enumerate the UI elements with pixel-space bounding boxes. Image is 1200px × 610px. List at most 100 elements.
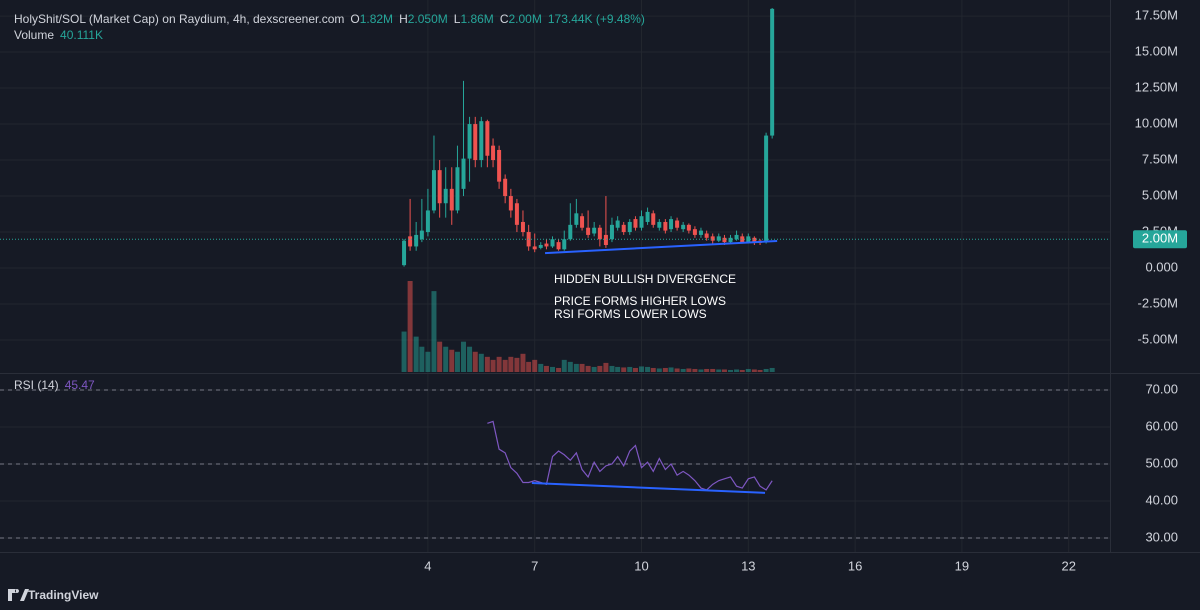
candle-body <box>734 234 739 240</box>
volume-bar <box>413 336 419 372</box>
y-tick-label: 50.00 <box>1145 455 1178 470</box>
volume-bar <box>757 369 763 372</box>
volume-bar <box>692 368 698 372</box>
y-tick-label: 0.000 <box>1145 259 1178 274</box>
ohlc-value: 2.050M <box>408 12 448 26</box>
volume-bar <box>472 351 478 372</box>
candle-body <box>627 221 632 233</box>
candle-body <box>692 229 697 235</box>
volume-bar <box>686 368 692 372</box>
candle-body <box>550 239 555 247</box>
brand-name: TradingView <box>28 588 99 602</box>
candle-body <box>752 237 757 243</box>
candle-body <box>621 224 626 233</box>
volume-bar <box>656 368 662 372</box>
candle-body <box>574 213 579 225</box>
y-tick-label: 10.00M <box>1135 115 1178 130</box>
trendline <box>544 239 778 255</box>
volume-bar <box>597 365 603 372</box>
volume-bar <box>745 368 751 372</box>
volume-bar <box>567 361 573 372</box>
volume-header: Volume 40.111K <box>14 28 103 42</box>
candle-body <box>562 239 567 250</box>
x-tick-label: 7 <box>531 558 538 573</box>
volume-bar <box>437 341 443 372</box>
candle-body <box>669 219 674 230</box>
brand-logo <box>8 589 29 601</box>
y-tick-label: 5.00M <box>1142 187 1178 202</box>
annotation: PRICE FORMS HIGHER LOWS <box>554 294 726 308</box>
candle-body <box>580 216 585 228</box>
candle-body <box>402 240 407 266</box>
rsi-value: 45.47 <box>65 378 95 392</box>
volume-bar <box>662 367 668 372</box>
volume-bar <box>627 366 633 372</box>
candle-body <box>657 221 662 228</box>
volume-bar <box>585 365 591 372</box>
volume-bar <box>734 369 740 372</box>
volume-bar <box>550 366 556 372</box>
chart-title: HolyShit/SOL (Market Cap) on Raydium, 4h… <box>14 12 344 26</box>
volume-bar <box>514 357 520 372</box>
volume-bar <box>532 359 538 372</box>
y-tick-label: 30.00 <box>1145 529 1178 544</box>
candle-body <box>431 170 436 211</box>
last-price-label: 2.00M <box>1142 231 1178 246</box>
y-tick-label: 12.50M <box>1135 79 1178 94</box>
rsi-line <box>487 420 773 491</box>
candle-body <box>651 213 656 225</box>
candle-body <box>764 135 769 242</box>
x-tick-label: 22 <box>1061 558 1075 573</box>
volume-bar <box>621 367 627 372</box>
rsi-header: RSI (14) 45.47 <box>14 378 95 392</box>
y-tick-label: -2.50M <box>1138 295 1178 310</box>
trendline <box>531 482 766 494</box>
candle-body <box>497 149 502 182</box>
x-tick-label: 16 <box>848 558 862 573</box>
candle-body <box>520 221 525 233</box>
y-tick-label: 70.00 <box>1145 381 1178 396</box>
volume-bar <box>419 346 425 372</box>
volume-bar <box>573 363 579 372</box>
volume-bar <box>603 362 609 372</box>
ohlc-label: C <box>500 12 509 26</box>
candle-body <box>568 224 573 240</box>
volume-bar <box>591 366 597 372</box>
candle-body <box>532 246 537 250</box>
volume-bar <box>650 367 656 372</box>
y-tick-label: -5.00M <box>1138 331 1178 346</box>
candle-body <box>485 121 490 156</box>
volume-bar <box>561 359 567 372</box>
candle-body <box>597 227 602 240</box>
candle-body <box>770 8 775 136</box>
volume-bar <box>484 356 490 372</box>
candle-body <box>746 236 751 243</box>
candle-body <box>615 220 620 228</box>
candle-body <box>544 243 549 247</box>
ohlc-label: H <box>399 12 408 26</box>
candle-body <box>592 227 597 234</box>
x-tick-label: 13 <box>741 558 755 573</box>
price-pane <box>0 8 1110 372</box>
volume-bar <box>407 281 413 372</box>
candle-body <box>716 236 721 241</box>
change: 173.44K (+9.48%) <box>548 12 645 26</box>
footer: TradingView <box>8 588 99 602</box>
chart-header: HolyShit/SOL (Market Cap) on Raydium, 4h… <box>14 12 645 26</box>
candle-body <box>514 203 519 225</box>
candle-body <box>704 233 709 238</box>
candle-body <box>722 237 727 243</box>
candle-body <box>633 219 638 228</box>
volume-bar <box>401 331 407 372</box>
y-tick-label: 17.50M <box>1135 8 1178 23</box>
candle-body <box>479 121 484 161</box>
volume-bar <box>615 366 621 372</box>
volume-bar <box>645 366 651 372</box>
candle-body <box>437 170 442 204</box>
volume-bar <box>632 367 638 372</box>
volume-bar <box>461 341 467 372</box>
candle-body <box>449 188 454 211</box>
